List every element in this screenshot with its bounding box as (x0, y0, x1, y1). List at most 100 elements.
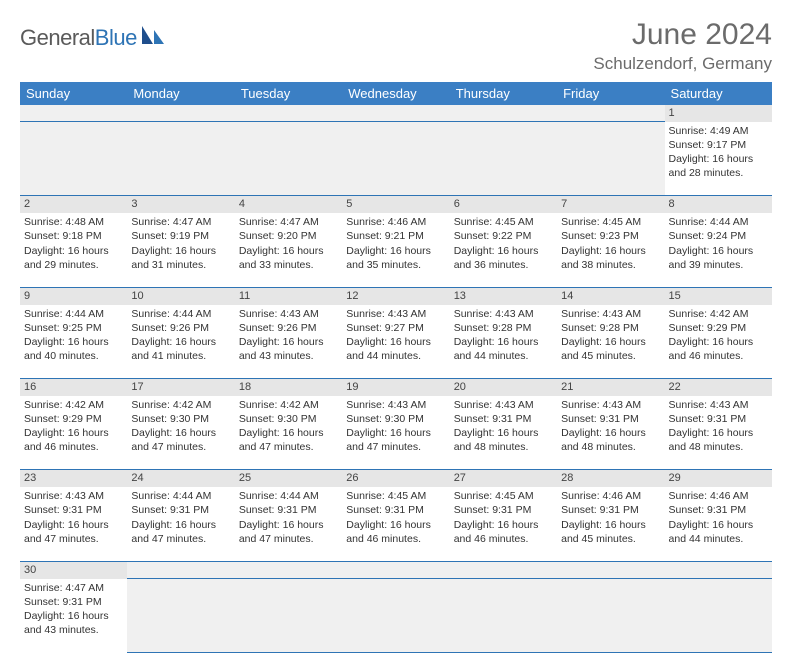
daylight-text: and 43 minutes. (24, 623, 123, 637)
daylight-text: and 47 minutes. (239, 532, 338, 546)
sunrise-text: Sunrise: 4:43 AM (669, 398, 768, 412)
sunset-text: Sunset: 9:22 PM (454, 229, 553, 243)
sunset-text: Sunset: 9:30 PM (131, 412, 230, 426)
daylight-text: Daylight: 16 hours (24, 518, 123, 532)
day-number-cell: 29 (665, 470, 772, 487)
day-number-cell: 17 (127, 379, 234, 396)
day-number-cell: 23 (20, 470, 127, 487)
sunset-text: Sunset: 9:24 PM (669, 229, 768, 243)
day-number-cell (557, 105, 664, 122)
daylight-text: Daylight: 16 hours (669, 244, 768, 258)
day-cell (342, 579, 449, 653)
daynum-row: 23242526272829 (20, 470, 772, 487)
day-header: Wednesday (342, 82, 449, 105)
daylight-text: and 47 minutes. (131, 440, 230, 454)
sunrise-text: Sunrise: 4:44 AM (131, 307, 230, 321)
day-number-cell: 12 (342, 287, 449, 304)
day-cell: Sunrise: 4:42 AMSunset: 9:30 PMDaylight:… (235, 396, 342, 470)
sunrise-text: Sunrise: 4:43 AM (239, 307, 338, 321)
sunset-text: Sunset: 9:28 PM (454, 321, 553, 335)
daylight-text: and 36 minutes. (454, 258, 553, 272)
day-number-cell: 14 (557, 287, 664, 304)
sunset-text: Sunset: 9:19 PM (131, 229, 230, 243)
day-number-cell: 24 (127, 470, 234, 487)
day-cell: Sunrise: 4:43 AMSunset: 9:31 PMDaylight:… (665, 396, 772, 470)
title-block: June 2024 Schulzendorf, Germany (593, 18, 772, 74)
day-number-cell: 20 (450, 379, 557, 396)
daylight-text: and 46 minutes. (24, 440, 123, 454)
day-cell: Sunrise: 4:47 AMSunset: 9:31 PMDaylight:… (20, 579, 127, 653)
day-cell: Sunrise: 4:45 AMSunset: 9:23 PMDaylight:… (557, 213, 664, 287)
daynum-row: 30 (20, 561, 772, 578)
sunrise-text: Sunrise: 4:47 AM (131, 215, 230, 229)
daylight-text: Daylight: 16 hours (669, 518, 768, 532)
sunrise-text: Sunrise: 4:42 AM (24, 398, 123, 412)
sunrise-text: Sunrise: 4:42 AM (239, 398, 338, 412)
calendar-body: 1Sunrise: 4:49 AMSunset: 9:17 PMDaylight… (20, 105, 772, 653)
daylight-text: and 47 minutes. (346, 440, 445, 454)
day-number-cell: 9 (20, 287, 127, 304)
daylight-text: Daylight: 16 hours (239, 244, 338, 258)
day-cell (557, 579, 664, 653)
day-cell: Sunrise: 4:42 AMSunset: 9:29 PMDaylight:… (665, 305, 772, 379)
sunrise-text: Sunrise: 4:45 AM (561, 215, 660, 229)
day-number-cell: 13 (450, 287, 557, 304)
day-cell: Sunrise: 4:44 AMSunset: 9:25 PMDaylight:… (20, 305, 127, 379)
day-header-row: Sunday Monday Tuesday Wednesday Thursday… (20, 82, 772, 105)
day-number-cell: 8 (665, 196, 772, 213)
sunset-text: Sunset: 9:31 PM (454, 503, 553, 517)
sunset-text: Sunset: 9:31 PM (454, 412, 553, 426)
day-cell: Sunrise: 4:43 AMSunset: 9:30 PMDaylight:… (342, 396, 449, 470)
daylight-text: Daylight: 16 hours (239, 518, 338, 532)
logo: GeneralBlue (20, 18, 166, 51)
day-cell (342, 122, 449, 196)
sunrise-text: Sunrise: 4:43 AM (346, 307, 445, 321)
daylight-text: and 46 minutes. (669, 349, 768, 363)
day-cell: Sunrise: 4:46 AMSunset: 9:31 PMDaylight:… (665, 487, 772, 561)
daylight-text: and 41 minutes. (131, 349, 230, 363)
daylight-text: Daylight: 16 hours (669, 335, 768, 349)
day-number-cell: 1 (665, 105, 772, 122)
day-number-cell: 5 (342, 196, 449, 213)
daylight-text: Daylight: 16 hours (346, 426, 445, 440)
daylight-text: and 45 minutes. (561, 532, 660, 546)
day-header: Monday (127, 82, 234, 105)
daylight-text: and 46 minutes. (454, 532, 553, 546)
week-row: Sunrise: 4:47 AMSunset: 9:31 PMDaylight:… (20, 579, 772, 653)
sunset-text: Sunset: 9:31 PM (669, 412, 768, 426)
sunrise-text: Sunrise: 4:42 AM (131, 398, 230, 412)
daylight-text: Daylight: 16 hours (24, 609, 123, 623)
logo-word2: Blue (95, 25, 137, 50)
day-number-cell (127, 561, 234, 578)
sunrise-text: Sunrise: 4:43 AM (346, 398, 445, 412)
day-cell: Sunrise: 4:43 AMSunset: 9:31 PMDaylight:… (20, 487, 127, 561)
week-row: Sunrise: 4:44 AMSunset: 9:25 PMDaylight:… (20, 305, 772, 379)
daylight-text: Daylight: 16 hours (561, 426, 660, 440)
day-cell: Sunrise: 4:46 AMSunset: 9:31 PMDaylight:… (557, 487, 664, 561)
daylight-text: Daylight: 16 hours (346, 335, 445, 349)
day-cell: Sunrise: 4:43 AMSunset: 9:27 PMDaylight:… (342, 305, 449, 379)
sunset-text: Sunset: 9:29 PM (24, 412, 123, 426)
daylight-text: Daylight: 16 hours (131, 518, 230, 532)
sunrise-text: Sunrise: 4:43 AM (454, 307, 553, 321)
daylight-text: Daylight: 16 hours (24, 335, 123, 349)
day-cell: Sunrise: 4:43 AMSunset: 9:28 PMDaylight:… (450, 305, 557, 379)
sunrise-text: Sunrise: 4:45 AM (454, 489, 553, 503)
day-cell: Sunrise: 4:42 AMSunset: 9:30 PMDaylight:… (127, 396, 234, 470)
day-number-cell (557, 561, 664, 578)
sunrise-text: Sunrise: 4:43 AM (24, 489, 123, 503)
day-number-cell (450, 561, 557, 578)
day-header: Sunday (20, 82, 127, 105)
daylight-text: Daylight: 16 hours (131, 426, 230, 440)
day-cell: Sunrise: 4:44 AMSunset: 9:31 PMDaylight:… (127, 487, 234, 561)
sunset-text: Sunset: 9:17 PM (669, 138, 768, 152)
sunset-text: Sunset: 9:27 PM (346, 321, 445, 335)
daylight-text: and 44 minutes. (669, 532, 768, 546)
daylight-text: Daylight: 16 hours (669, 426, 768, 440)
day-cell (235, 579, 342, 653)
day-cell (450, 122, 557, 196)
calendar-table: Sunday Monday Tuesday Wednesday Thursday… (20, 82, 772, 653)
daylight-text: Daylight: 16 hours (454, 518, 553, 532)
sunset-text: Sunset: 9:21 PM (346, 229, 445, 243)
day-number-cell: 21 (557, 379, 664, 396)
